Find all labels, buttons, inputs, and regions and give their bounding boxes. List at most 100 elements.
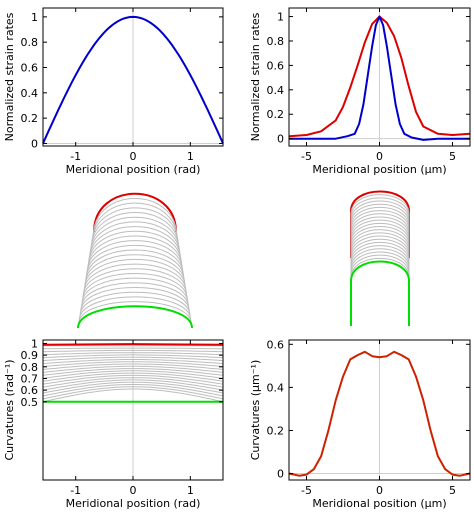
- y-tick-label: 1: [31, 11, 38, 24]
- grey-outline: [80, 287, 190, 313]
- y-tick-label: 0.8: [267, 35, 285, 48]
- y-tick-label: 0.6: [267, 338, 285, 351]
- y-tick-label: 1: [277, 11, 284, 24]
- grey-outline: [350, 226, 410, 292]
- grey-outline: [90, 216, 180, 253]
- grey-outline: [86, 244, 184, 277]
- grey-curve: [42, 384, 224, 397]
- grey-curve: [42, 372, 224, 382]
- grey-outline: [82, 268, 188, 297]
- grey-curve: [42, 356, 224, 362]
- grey-curve: [42, 352, 224, 356]
- x-tick-label: -1: [70, 484, 81, 497]
- x-tick-label: -5: [301, 150, 312, 163]
- grey-outline: [350, 257, 410, 323]
- grey-curve: [42, 386, 224, 400]
- series-layer: [42, 15, 224, 144]
- top-outline: [93, 192, 177, 233]
- x-axis-label: Meridional position (µm): [312, 163, 446, 176]
- grey-outline: [350, 238, 410, 305]
- grey-outline: [350, 229, 410, 296]
- y-tick-label: 0.4: [21, 87, 39, 100]
- x-tick-label: 5: [449, 484, 456, 497]
- grey-outline: [78, 296, 192, 321]
- grey-outline: [84, 254, 186, 285]
- series-line-2: [289, 15, 470, 141]
- grey-outline: [83, 263, 187, 293]
- panel-top-left-strain-rates: -1 0 1 0 0.2 0.4 0.6 0.8 1 Meridional position (…: [3, 7, 224, 176]
- series-layer: [288, 15, 471, 141]
- x-tick-label: 1: [187, 150, 194, 163]
- grey-outline: [350, 251, 410, 317]
- x-tick-label: 0: [376, 150, 383, 163]
- x-tick-label: -5: [301, 484, 312, 497]
- y-tick-label: 0.7: [21, 373, 39, 386]
- grey-curve: [42, 347, 224, 350]
- x-tick-label: 0: [376, 484, 383, 497]
- x-axis-label: Meridional position (µm): [312, 497, 446, 510]
- grey-curve: [42, 368, 224, 376]
- grey-outline: [350, 216, 410, 283]
- panel-bottom-left-curvatures: -1 0 10.50.60.70.80.91 Meridional position…: [3, 338, 224, 510]
- y-tick-label: 0.4: [267, 84, 285, 97]
- y-tick-label: 0: [31, 137, 38, 150]
- y-tick-label: 0: [277, 133, 284, 146]
- x-tick-label: 0: [130, 150, 137, 163]
- grey-curve: [42, 359, 224, 364]
- y-tick-label: 0: [277, 468, 284, 481]
- tip-outline-left: [77, 192, 193, 329]
- grey-outline: [88, 230, 182, 265]
- grey-curve: [42, 363, 224, 370]
- bottom-outline: [350, 260, 410, 326]
- panel-bottom-right-curvatures: -5 0 500.20.40.6 Meridional position (µm) …: [249, 338, 471, 510]
- tick-layer: -5 0 5 0 0.2 0.4 0.6 0.8 1: [267, 8, 470, 163]
- x-axis-label: Meridional position (rad): [66, 497, 201, 510]
- grey-outline: [92, 197, 178, 237]
- grey-outline: [350, 197, 410, 265]
- grey-curve: [42, 377, 224, 388]
- grey-outline: [350, 232, 410, 299]
- y-tick-label: 1: [31, 338, 38, 351]
- x-tick-label: 1: [187, 484, 194, 497]
- tick-layer: -1 0 1 0 0.2 0.4 0.6 0.8 1: [21, 8, 223, 163]
- tick-layer: -1 0 10.50.60.70.80.91: [21, 338, 223, 497]
- grey-outline: [90, 212, 180, 249]
- series-line-1: [42, 343, 224, 346]
- y-tick-label: 0.6: [21, 62, 39, 75]
- grey-curve: [42, 388, 224, 403]
- grey-outline: [89, 221, 181, 257]
- grey-curve: [42, 361, 224, 367]
- y-tick-label: 0.9: [21, 349, 39, 362]
- grey-outline: [350, 245, 410, 311]
- grey-outline: [84, 258, 186, 289]
- grey-outline: [79, 291, 191, 317]
- grey-outline: [80, 282, 190, 309]
- y-tick-label: 0.2: [267, 108, 285, 121]
- tick-layer: -5 0 5 0 0.2 0.4 0.6: [267, 338, 470, 497]
- grey-outline: [350, 210, 410, 277]
- grey-outline: [350, 222, 410, 289]
- x-tick-label: -1: [70, 150, 81, 163]
- grey-outline: [350, 254, 410, 320]
- x-axis-label: Meridional position (rad): [66, 163, 201, 176]
- grey-curve: [42, 381, 224, 394]
- grey-outline: [81, 277, 189, 305]
- y-tick-label: 0.8: [21, 36, 39, 49]
- grey-curve: [42, 379, 224, 391]
- x-tick-label: 0: [130, 484, 137, 497]
- grey-outline: [87, 235, 183, 269]
- y-axis-label: Curvatures (rad⁻¹): [3, 359, 16, 460]
- grey-outline: [91, 207, 179, 245]
- grey-outline: [350, 248, 410, 314]
- grey-outline: [350, 213, 410, 280]
- y-tick-label: 0.2: [21, 112, 39, 125]
- series-line-1: [42, 15, 224, 144]
- grey-outline: [350, 219, 410, 286]
- grey-outline: [350, 207, 410, 274]
- grey-outline: [86, 240, 184, 273]
- grey-curve: [42, 374, 224, 385]
- y-tick-label: 0.8: [21, 361, 39, 374]
- y-tick-label: 0.6: [267, 59, 285, 72]
- series-layer: [288, 350, 471, 477]
